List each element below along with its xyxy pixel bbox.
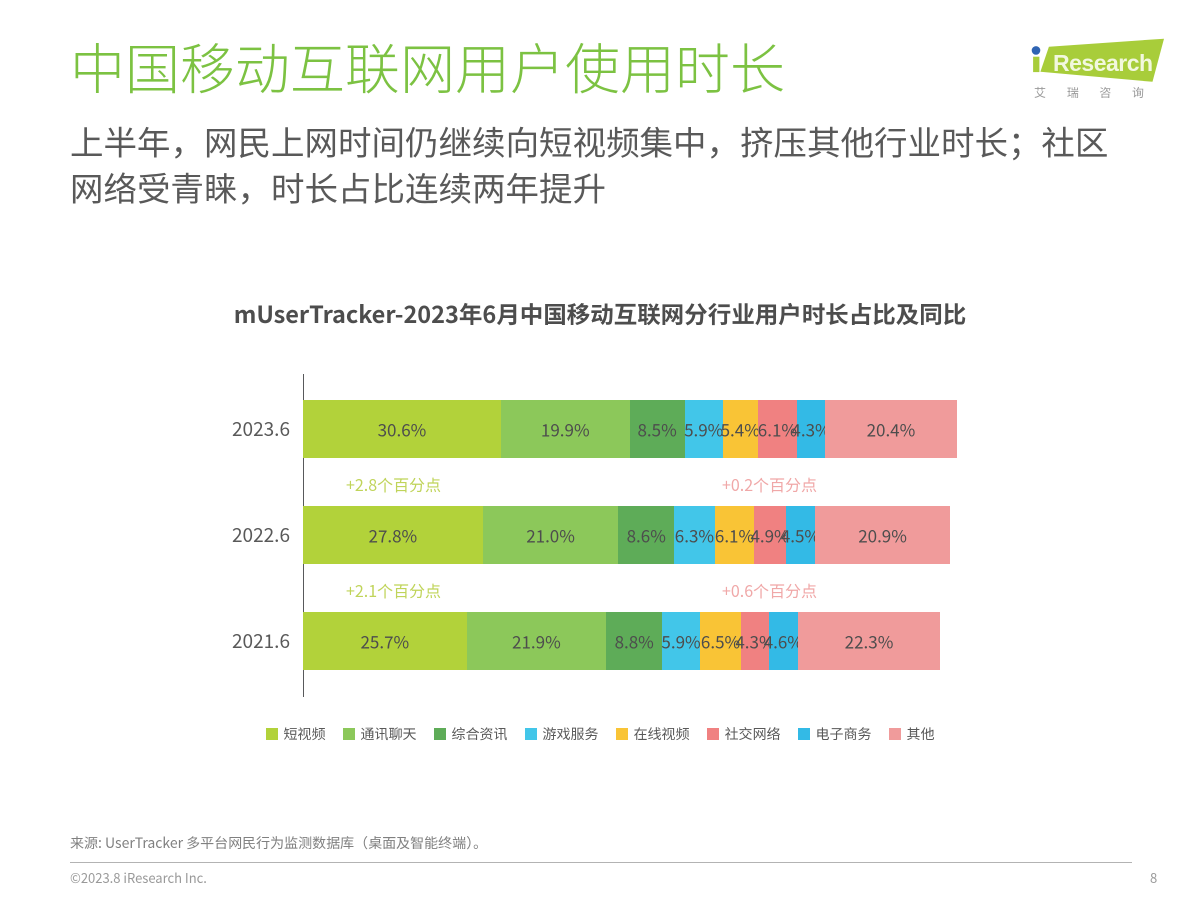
svg-text:Research: Research <box>1053 50 1153 76</box>
